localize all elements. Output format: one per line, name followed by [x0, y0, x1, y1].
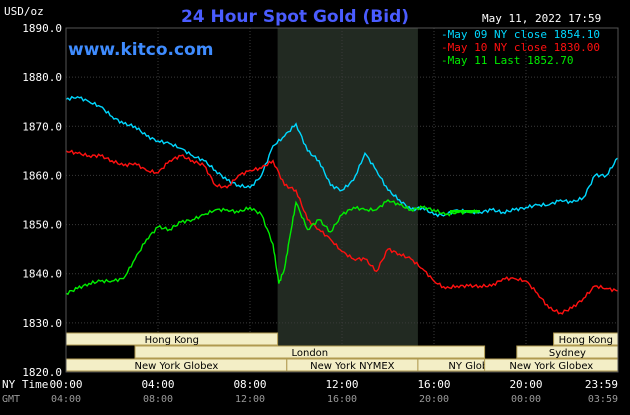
x-tick-label-ny: 04:00: [141, 378, 174, 391]
legend-entry-may10: -May 10 NY close 1830.00: [441, 41, 600, 54]
series-may10-line: [65, 149, 618, 315]
x-tick-label-gmt: 00:00: [511, 394, 541, 405]
y-tick-label: 1820.0: [22, 366, 62, 379]
legend-entry-may09: -May 09 NY close 1854.10: [441, 28, 600, 41]
x-tick-label-ny: 12:00: [325, 378, 358, 391]
market-session-bar: [134, 345, 486, 359]
x-tick-label-ny: 23:59: [585, 378, 618, 391]
axis-layer: 1820.0 1830.0 1840.0 1850.0 1860.0 1870.0 1880…: [22, 22, 619, 405]
y-tick-label: 1860.0: [22, 169, 62, 182]
x-tick-label-gmt: 12:00: [235, 394, 265, 405]
y-tick-label: 1830.0: [22, 317, 62, 330]
legend: -May 09 NY close 1854.10-May 10 NY close…: [441, 28, 600, 67]
market-session-label: New York Globex: [134, 361, 218, 372]
market-session-label: London: [291, 348, 328, 359]
x-tick-label-ny: 08:00: [233, 378, 266, 391]
series-may11-line: [65, 199, 480, 296]
y-tick-label: 1850.0: [22, 219, 62, 232]
market-session-label: Hong Kong: [145, 335, 199, 346]
nymex-session-highlight: [277, 28, 418, 372]
ny-time-label: NY Time: [2, 378, 48, 391]
background-layer: [277, 28, 418, 372]
timestamp: May 11, 2022 17:59: [482, 12, 601, 25]
market-session-label: New York NYMEX: [310, 361, 395, 372]
y-tick-label: 1870.0: [22, 120, 62, 133]
gmt-label: GMT: [2, 394, 20, 405]
x-tick-label-gmt: 16:00: [327, 394, 357, 405]
x-tick-label-ny: 00:00: [49, 378, 82, 391]
legend-entry-may11: -May 11 Last 1852.70: [441, 54, 573, 67]
x-tick-label-gmt: 04:00: [51, 394, 81, 405]
x-tick-label-gmt: 08:00: [143, 394, 173, 405]
unit-label: USD/oz: [4, 5, 44, 18]
site-link[interactable]: www.kitco.com: [68, 40, 213, 60]
x-tick-label-ny: 20:00: [509, 378, 542, 391]
x-tick-label-ny: 16:00: [417, 378, 450, 391]
series-may09-line: [65, 95, 618, 218]
y-tick-label: 1890.0: [22, 22, 62, 35]
x-tick-label-gmt: 20:00: [419, 394, 449, 405]
market-session-label: Sydney: [549, 348, 586, 359]
plot-frame: [65, 27, 619, 373]
market-session-label: New York Globex: [509, 361, 593, 372]
y-tick-label: 1880.0: [22, 71, 62, 84]
series-layer: [65, 95, 618, 315]
market-session-label: Hong Kong: [559, 335, 613, 346]
y-tick-label: 1840.0: [22, 268, 62, 281]
market-hours-layer: Hong Kong London New York Globex New York N…: [65, 332, 619, 372]
x-tick-label-gmt: 03:59: [588, 394, 618, 405]
chart-title: 24 Hour Spot Gold (Bid): [181, 7, 409, 27]
market-session-label: NY Globex: [448, 361, 500, 372]
